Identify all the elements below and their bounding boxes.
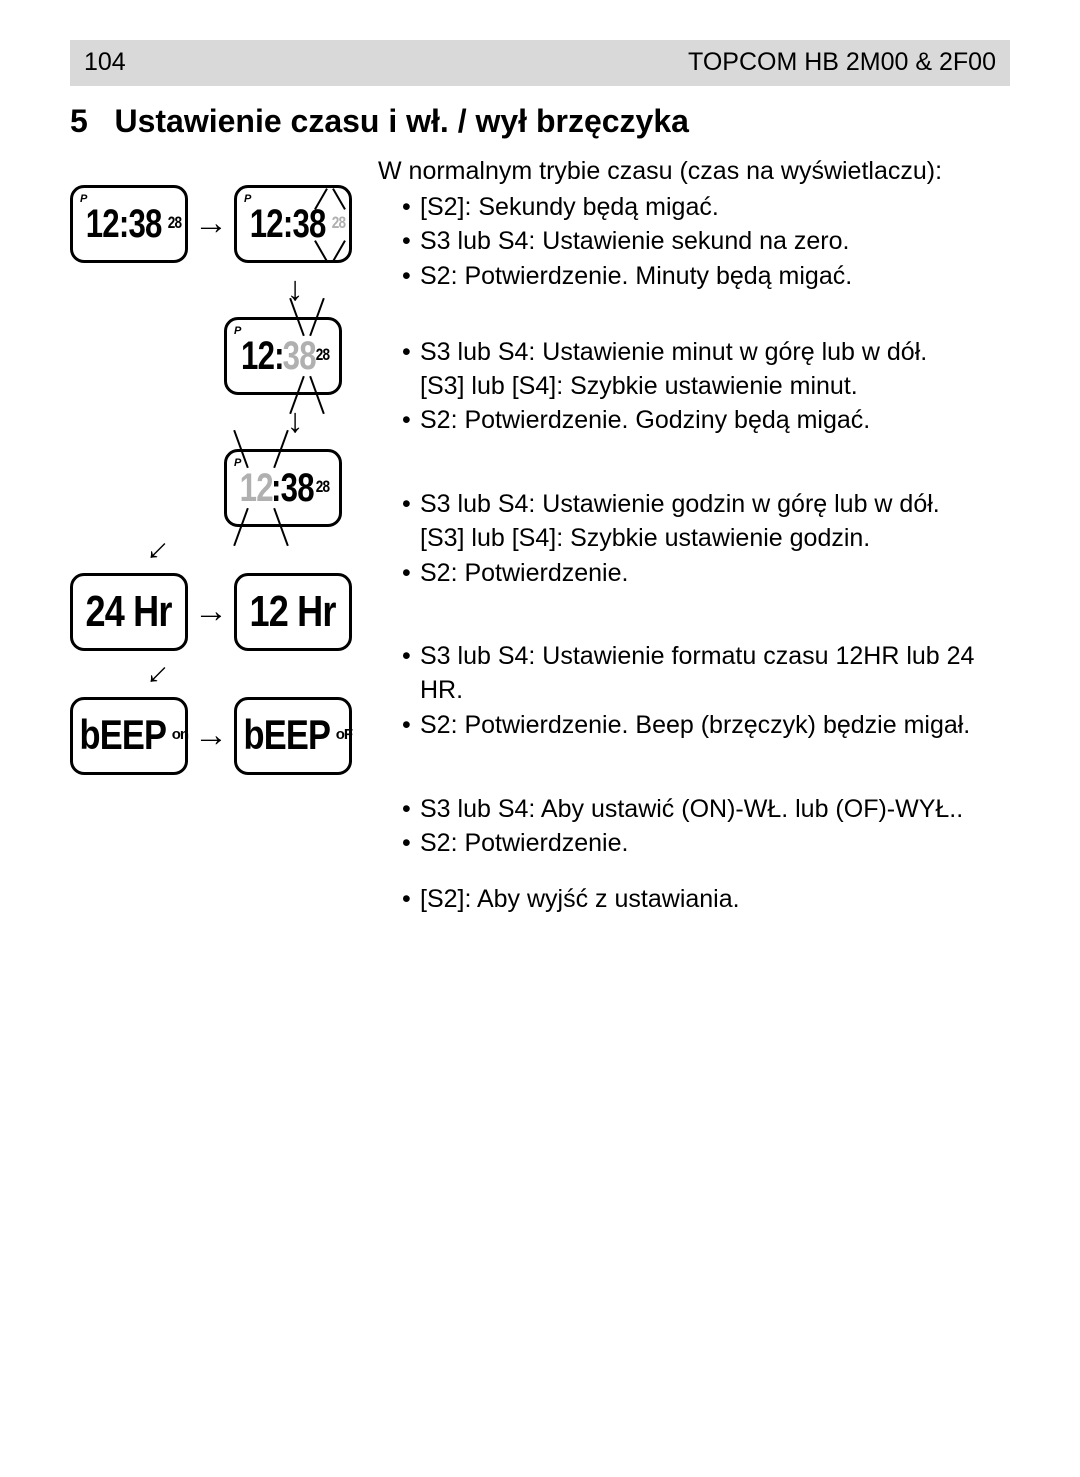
arrow-right-icon: → (194, 201, 228, 247)
bullet-text: S3 lub S4: Ustawienie minut w górę lub w… (420, 338, 927, 366)
bullet-list: [S2]: Sekundy będą migać. S3 lub S4: Ust… (378, 191, 1010, 917)
lcd-beep-text: bEEP (243, 707, 330, 764)
bullet-item: S3 lub S4: Ustawienie godzin w górę lub … (420, 488, 1010, 556)
diagram-row-5: bEEP on → bEEP oF (70, 697, 370, 775)
lcd-12hr-text: 12 Hr (250, 582, 336, 641)
lcd-beep-on: bEEP on (70, 697, 188, 775)
bullet-item: S3 lub S4: Aby ustawić (ON)-WŁ. lub (OF)… (420, 793, 1010, 827)
arrow-diagonal-wrap: ↓ (70, 527, 370, 573)
lcd-hours-blink: P 12:38 28 (224, 449, 342, 527)
instructions-column: W normalnym trybie czasu (czas na wyświe… (370, 155, 1010, 918)
lcd-time: 12:38 (86, 197, 162, 251)
intro-text: W normalnym trybie czasu (czas na wyświe… (378, 155, 1010, 189)
lcd-12hr: 12 Hr (234, 573, 352, 651)
bullet-item: [S2]: Aby wyjść z ustawiania. (420, 883, 1010, 917)
diagram-row-4: 24 Hr → 12 Hr (70, 573, 370, 651)
lcd-time-hours-gray: 12:38 (235, 461, 320, 515)
lcd-time-minutes-gray: 12:38 (235, 329, 320, 383)
lcd-24hr-text: 24 Hr (86, 582, 172, 641)
arrow-down-icon: ↓ (70, 399, 370, 445)
bullet-subtext: [S3] lub [S4]: Szybkie ustawienie godzin… (420, 522, 1010, 556)
section-number: 5 (70, 103, 88, 139)
lcd-beep-off: bEEP oF (234, 697, 352, 775)
arrow-diag-icon: ↓ (136, 527, 180, 571)
arrow-right-icon: → (194, 589, 228, 635)
lcd-beep-of-sub: oF (336, 725, 352, 745)
bullet-item: [S2]: Sekundy będą migać. (420, 191, 1010, 225)
bullet-item: S3 lub S4: Ustawienie formatu czasu 12HR… (420, 640, 1010, 708)
diagram-row-1: P 12:38 28 → P 12:38 28 (70, 185, 370, 263)
pm-indicator: P (234, 324, 240, 339)
content-row: P 12:38 28 → P 12:38 28 ↓ P 12:38 28 (70, 155, 1010, 918)
product-name: TOPCOM HB 2M00 & 2F00 (688, 46, 996, 80)
section-heading: 5 Ustawienie czasu i wł. / wył brzęczyka (70, 100, 1010, 143)
lcd-seconds-gray: 28 (332, 212, 346, 235)
page-header: 104 TOPCOM HB 2M00 & 2F00 (70, 40, 1010, 86)
arrow-diag-icon: ↓ (136, 651, 180, 695)
diagram-column: P 12:38 28 → P 12:38 28 ↓ P 12:38 28 (70, 155, 370, 918)
bullet-item: S2: Potwierdzenie. Godziny będą migać. (420, 404, 1010, 438)
bullet-item: S2: Potwierdzenie. Minuty będą migać. (420, 260, 1010, 294)
lcd-beep-text: bEEP (79, 707, 166, 764)
diagram-row-3: P 12:38 28 (70, 449, 370, 527)
page-number: 104 (84, 46, 126, 80)
lcd-time: 12:38 (250, 197, 326, 251)
bullet-item: S2: Potwierdzenie. (420, 557, 1010, 591)
lcd-24hr: 24 Hr (70, 573, 188, 651)
lcd-minutes-blink: P 12:38 28 (224, 317, 342, 395)
lcd-beep-on-sub: on (172, 725, 188, 745)
section-title: Ustawienie czasu i wł. / wył brzęczyka (114, 103, 688, 139)
lcd-seconds: 28 (168, 212, 182, 235)
lcd-seconds-blink: P 12:38 28 (234, 185, 352, 263)
arrow-diagonal-wrap: ↓ (70, 651, 370, 697)
lcd-seconds: 28 (316, 476, 330, 499)
bullet-text: S3 lub S4: Ustawienie godzin w górę lub … (420, 490, 940, 518)
bullet-item: S2: Potwierdzenie. (420, 827, 1010, 861)
bullet-subtext: [S3] lub [S4]: Szybkie ustawienie minut. (420, 370, 1010, 404)
bullet-item: S3 lub S4: Ustawienie sekund na zero. (420, 225, 1010, 259)
bullet-item: S2: Potwierdzenie. Beep (brzęczyk) będzi… (420, 709, 1010, 743)
lcd-seconds: 28 (316, 344, 330, 367)
diagram-row-2: P 12:38 28 (70, 317, 370, 395)
lcd-initial: P 12:38 28 (70, 185, 188, 263)
arrow-down-icon: ↓ (70, 267, 370, 313)
bullet-item: S3 lub S4: Ustawienie minut w górę lub w… (420, 336, 1010, 404)
arrow-right-icon: → (194, 713, 228, 759)
